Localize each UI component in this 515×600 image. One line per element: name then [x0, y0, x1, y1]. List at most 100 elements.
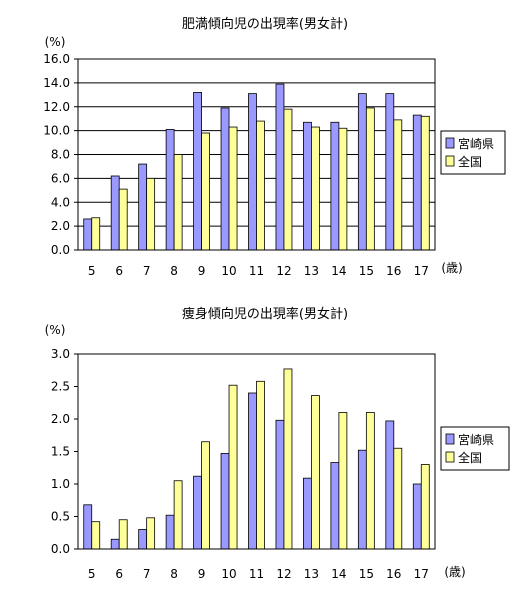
y-tick-label: 3.0 — [51, 347, 70, 361]
x-tick-label: 5 — [88, 567, 96, 581]
bar-national — [146, 517, 156, 550]
bar-miyazaki — [220, 107, 230, 251]
y-tick-label: 2.5 — [51, 380, 70, 394]
bar-national — [420, 464, 430, 550]
bar-national — [256, 380, 265, 550]
x-tick-label: 7 — [143, 264, 151, 278]
bar-miyazaki — [193, 475, 202, 550]
y-tick-label: 4.0 — [51, 195, 70, 209]
bar-miyazaki — [330, 121, 340, 251]
bar-miyazaki — [303, 477, 312, 550]
bar-national — [283, 368, 293, 550]
bar-miyazaki — [110, 175, 120, 251]
y-tick-label: 1.5 — [51, 445, 70, 459]
bar-national — [311, 395, 320, 550]
x-tick-label: 9 — [198, 567, 206, 581]
bar-national — [173, 480, 183, 550]
bar-national — [338, 412, 348, 550]
bar-national — [393, 119, 403, 251]
bar-miyazaki — [357, 449, 367, 550]
x-tick-label: 12 — [276, 264, 291, 278]
bar-miyazaki — [165, 514, 175, 550]
bar-national — [393, 447, 403, 550]
bar-national — [173, 154, 183, 251]
x-tick-label: 17 — [414, 567, 429, 581]
bar-national — [228, 384, 238, 550]
y-tick-label: 1.0 — [51, 477, 70, 491]
bar-miyazaki — [165, 129, 175, 251]
bar-national — [283, 108, 293, 251]
legend-label: 宮崎県 — [458, 136, 494, 151]
x-axis-unit-label: (歳) — [441, 261, 462, 275]
bar-national — [365, 107, 375, 251]
y-axis-unit-label: (%) — [45, 35, 66, 49]
bar-miyazaki — [357, 93, 367, 251]
x-tick-label: 8 — [170, 264, 178, 278]
legend-label: 宮崎県 — [458, 432, 494, 447]
legend-swatch — [445, 155, 455, 167]
bar-miyazaki — [220, 453, 230, 550]
x-tick-label: 5 — [88, 264, 96, 278]
bar-miyazaki — [193, 92, 202, 251]
y-tick-label: 2.0 — [51, 219, 70, 233]
x-tick-label: 10 — [221, 567, 236, 581]
x-tick-label: 13 — [304, 264, 319, 278]
y-tick-label: 8.0 — [51, 148, 70, 162]
bar-miyazaki — [275, 419, 285, 550]
x-tick-label: 8 — [170, 567, 178, 581]
bar-miyazaki — [385, 420, 395, 550]
x-tick-label: 15 — [359, 567, 374, 581]
y-axis-unit-label: (%) — [45, 323, 66, 337]
x-tick-label: 11 — [249, 264, 264, 278]
y-tick-label: 6.0 — [51, 171, 70, 185]
bar-miyazaki — [248, 93, 257, 251]
y-tick-label: 2.0 — [51, 412, 70, 426]
x-tick-label: 14 — [331, 567, 346, 581]
x-axis-unit-label: (歳) — [444, 565, 465, 579]
bar-national — [338, 127, 348, 251]
x-tick-label: 6 — [115, 264, 123, 278]
legend-swatch — [445, 451, 455, 463]
bar-miyazaki — [412, 114, 422, 251]
bar-national — [146, 177, 156, 251]
x-tick-label: 10 — [221, 264, 236, 278]
x-tick-label: 15 — [359, 264, 374, 278]
bar-national — [118, 188, 128, 251]
bar-miyazaki — [83, 218, 93, 251]
bar-miyazaki — [110, 538, 120, 550]
legend-swatch — [445, 137, 455, 149]
chart-title: 痩身傾向児の出現率(男女計) — [182, 306, 348, 322]
x-tick-label: 14 — [331, 264, 346, 278]
x-tick-label: 9 — [198, 264, 206, 278]
bar-miyazaki — [138, 529, 148, 550]
bar-national — [91, 521, 101, 550]
x-tick-label: 11 — [249, 567, 264, 581]
y-tick-label: 0.5 — [51, 510, 70, 524]
bar-national — [311, 126, 320, 251]
bar-national — [420, 115, 430, 251]
legend-label: 全国 — [458, 154, 482, 169]
bar-miyazaki — [303, 121, 312, 251]
bar-national — [365, 412, 375, 550]
y-tick-label: 0.0 — [51, 243, 70, 257]
x-tick-label: 17 — [414, 264, 429, 278]
bar-national — [201, 132, 210, 251]
bar-miyazaki — [385, 93, 395, 251]
y-tick-label: 14.0 — [43, 76, 70, 90]
bar-miyazaki — [138, 163, 148, 251]
bar-miyazaki — [412, 483, 422, 550]
x-tick-label: 16 — [386, 264, 401, 278]
bar-miyazaki — [330, 462, 340, 550]
bar-national — [91, 217, 101, 251]
x-tick-label: 6 — [115, 567, 123, 581]
bar-miyazaki — [83, 504, 93, 550]
chart-title: 肥満傾向児の出現率(男女計) — [182, 16, 348, 32]
y-tick-label: 12.0 — [43, 100, 70, 114]
x-tick-label: 13 — [304, 567, 319, 581]
x-tick-label: 16 — [386, 567, 401, 581]
bar-national — [228, 126, 238, 251]
bar-miyazaki — [248, 392, 257, 550]
x-tick-label: 7 — [143, 567, 151, 581]
bar-national — [256, 120, 265, 251]
